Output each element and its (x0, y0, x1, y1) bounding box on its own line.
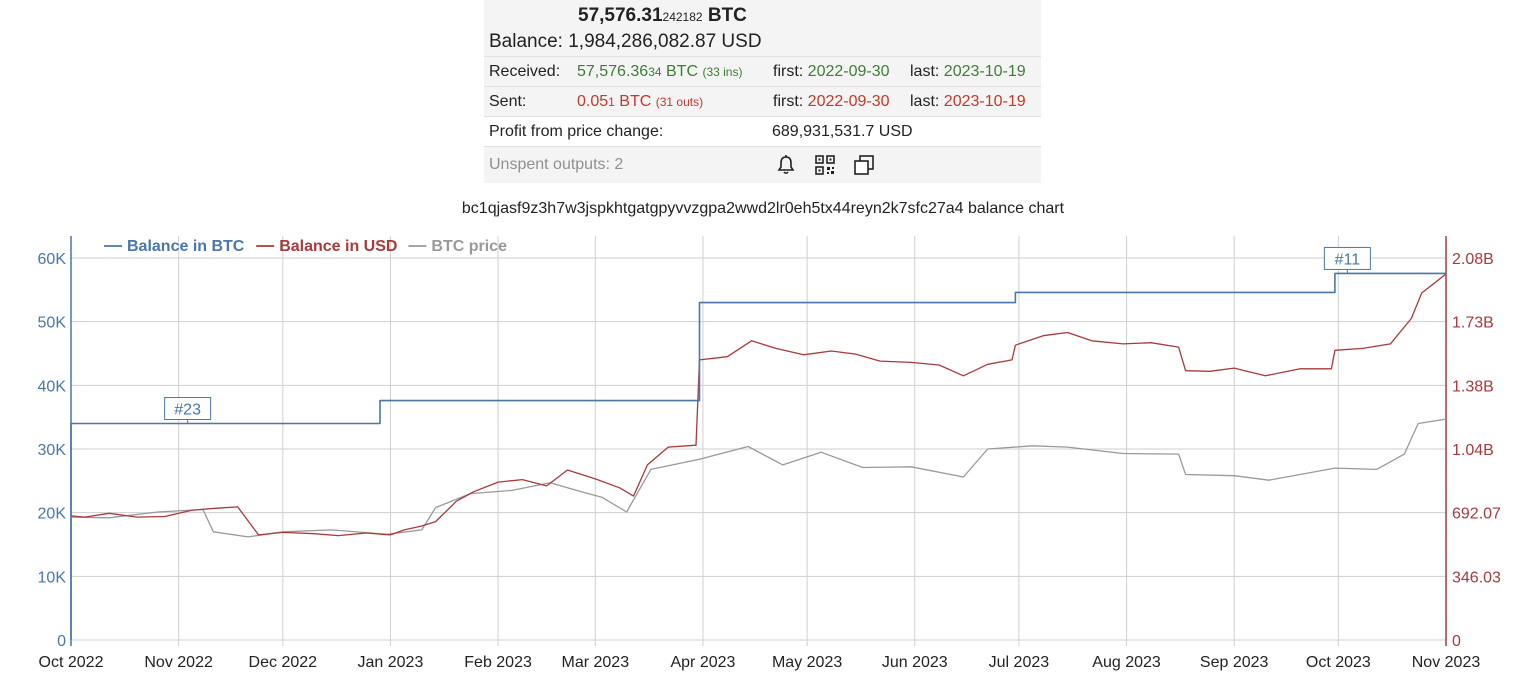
x-tick-label: Jul 2023 (989, 654, 1050, 671)
received-last-date: 2023-10-19 (943, 62, 1026, 80)
profit-label: Profit from price change: (489, 122, 664, 140)
sent-first-label: first: (773, 92, 804, 110)
balance-chart: 0 10K 20K 30K 40K 50K 60K 0 346.03 692.07 1.04B 1.3… (38, 236, 1501, 671)
copy-icon[interactable] (853, 154, 875, 176)
sent-amount-main: 0.05 (577, 92, 609, 110)
sent-first: first: 2022-09-30 (773, 93, 910, 111)
sent-first-date: 2022-09-30 (807, 92, 890, 110)
received-label: Received: (489, 62, 561, 80)
sent-last: last: 2023-10-19 (910, 93, 1026, 111)
x-tick-label: Aug 2023 (1092, 654, 1161, 671)
received-unit: BTC (666, 62, 698, 80)
x-tick-label: Sep 2023 (1200, 654, 1269, 671)
qr-code-icon[interactable] (814, 154, 836, 176)
received-first-label: first: (773, 62, 804, 80)
annotation-box (164, 397, 212, 421)
series-line-btc-price (70, 418, 1447, 538)
received-amount: 57,576.3634 BTC (33 ins) (577, 63, 773, 81)
series-line-balance-in-usd (70, 273, 1447, 537)
received-first-date: 2022-09-30 (807, 62, 890, 80)
bell-icon[interactable] (775, 154, 797, 176)
y-left-tick-label: 20K (38, 506, 67, 523)
legend-entry: Balance in BTC (127, 238, 245, 255)
y-right-tick-label: 0 (1452, 633, 1461, 650)
sent-count: (31 outs) (655, 94, 704, 109)
sent-label: Sent: (489, 92, 527, 110)
sent-amount: 0.051 BTC (31 outs) (577, 93, 773, 111)
x-tick-label: Feb 2023 (464, 654, 532, 671)
y-right-tick-label: 1.73B (1452, 315, 1494, 332)
usd-balance-line: Balance: 1,984,286,082.87 USD (484, 30, 1041, 56)
sent-unit: BTC (619, 92, 652, 110)
annotation-label: #23 (174, 402, 201, 419)
annotation-box (1323, 246, 1371, 270)
x-tick-label: Jun 2023 (882, 654, 948, 671)
balance-label: Balance: (489, 31, 563, 52)
unspent-row: Unspent outputs: 2 (484, 147, 1041, 183)
profit-value: 689,931,531.7 USD (772, 122, 913, 140)
btc-unit: BTC (707, 5, 747, 26)
legend-entry: Balance in USD (279, 238, 397, 255)
legend-entry: BTC price (431, 238, 507, 255)
usd-balance-value: 1,984,286,082.87 USD (568, 31, 762, 52)
x-tick-label: May 2023 (772, 654, 842, 671)
unspent-outputs: Unspent outputs: 2 (489, 156, 624, 173)
x-tick-label: Nov 2023 (1412, 654, 1481, 671)
y-right-tick-label: 346.03 (1452, 569, 1501, 586)
sent-amount-small: 1 (608, 94, 615, 109)
x-tick-label: Dec 2022 (249, 654, 318, 671)
series-line-balance-in-btc (70, 272, 1446, 640)
y-right-tick-label: 1.38B (1452, 378, 1494, 395)
x-tick-label: Oct 2023 (1306, 654, 1371, 671)
x-tick-label: Mar 2023 (562, 654, 630, 671)
received-count: (33 ins) (702, 64, 743, 79)
btc-balance: 57,576.31242182 BTC (484, 0, 1041, 30)
balance-header: 57,576.31242182 BTC Balance: 1,984,286,0… (484, 0, 1041, 57)
y-right-tick-label: 1.04B (1452, 442, 1494, 459)
address-summary-panel: 57,576.31242182 BTC Balance: 1,984,286,0… (484, 0, 1041, 183)
sent-last-date: 2023-10-19 (943, 92, 1026, 110)
y-left-tick-label: 10K (38, 569, 67, 586)
received-last: last: 2023-10-19 (910, 63, 1026, 81)
received-row: Received: 57,576.3634 BTC (33 ins) first… (484, 57, 1041, 87)
y-left-tick-label: 0 (57, 633, 66, 650)
sent-row: Sent: 0.051 BTC (31 outs) first: 2022-09… (484, 87, 1041, 117)
y-right-tick-label: 2.08B (1452, 251, 1494, 268)
x-tick-label: Apr 2023 (670, 654, 735, 671)
y-left-tick-label: 50K (38, 315, 67, 332)
received-amount-small: 34 (648, 64, 662, 79)
x-tick-label: Jan 2023 (358, 654, 424, 671)
annotation-label: #11 (1335, 251, 1361, 268)
profit-row: Profit from price change: 689,931,531.7 … (484, 117, 1041, 147)
y-left-tick-label: 40K (38, 378, 67, 395)
btc-balance-small-digits: 242182 (662, 10, 703, 24)
received-last-label: last: (910, 62, 940, 80)
y-right-tick-label: 692.07 (1452, 506, 1501, 523)
received-first: first: 2022-09-30 (773, 63, 910, 81)
chart-title: bc1qjasf9z3h7w3jspkhtgatgpyvvzgpa2wwd2lr… (461, 200, 1065, 217)
action-icons (775, 154, 875, 176)
sent-last-label: last: (910, 92, 940, 110)
btc-balance-main: 57,576.31 (578, 5, 663, 26)
x-tick-label: Nov 2022 (144, 654, 213, 671)
y-left-tick-label: 30K (38, 442, 67, 459)
x-tick-label: Oct 2022 (39, 654, 104, 671)
y-left-tick-label: 60K (38, 251, 67, 268)
received-amount-main: 57,576.36 (577, 62, 649, 80)
